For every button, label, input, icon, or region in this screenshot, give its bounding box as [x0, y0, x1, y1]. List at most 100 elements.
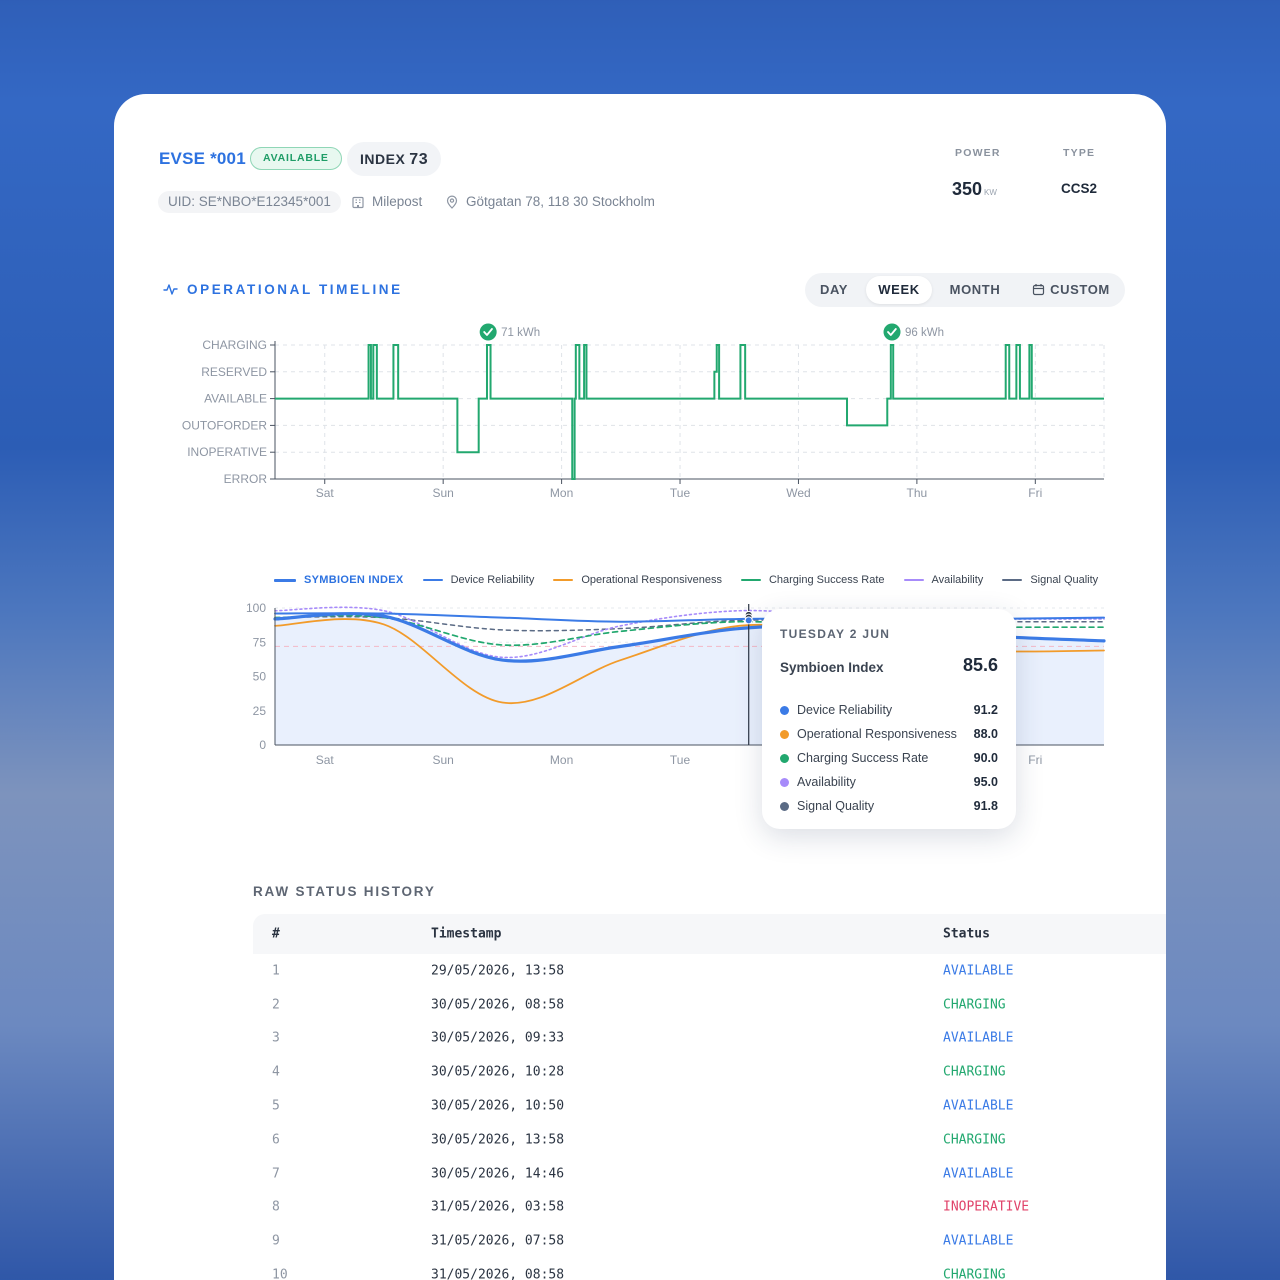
legend-item[interactable]: Device Reliability — [422, 574, 535, 586]
station-detail-card: EVSE *001 AVAILABLE INDEX 73 UID: SE*NBO*… — [114, 94, 1166, 1280]
row-index: 4 — [272, 1064, 280, 1080]
range-month-button[interactable]: MONTH — [949, 282, 1001, 297]
timeline-section-title: OPERATIONAL TIMELINE — [163, 282, 403, 297]
tooltip-row: Operational Responsiveness 88.0 — [780, 724, 998, 744]
tooltip-dot — [780, 801, 789, 811]
legend-swatch — [274, 578, 296, 582]
table-row[interactable]: 7 30/05/2026, 14:46 AVAILABLE — [253, 1157, 1166, 1191]
tooltip-row-label: Device Reliability — [797, 703, 893, 717]
session-energy-label: 96 kWh — [905, 327, 944, 339]
operator-name: Milepost — [372, 194, 423, 209]
range-custom-label: CUSTOM — [1050, 282, 1110, 297]
table-body: 1 29/05/2026, 13:58 AVAILABLE 2 30/05/2026, … — [253, 954, 1166, 1280]
legend-label: Device Reliability — [450, 574, 535, 586]
tooltip-row-value: 90.0 — [973, 751, 998, 765]
x-tick-label: Thu — [907, 486, 928, 500]
row-status: CHARGING — [943, 997, 1006, 1013]
x-tick-label: Sun — [432, 486, 453, 500]
chart-legend: SYMBIOEN INDEX Device Reliability Operatio… — [274, 574, 1117, 586]
row-index: 6 — [272, 1132, 280, 1148]
col-timestamp-header[interactable]: Timestamp — [431, 926, 502, 942]
table-row[interactable]: 5 30/05/2026, 10:50 AVAILABLE — [253, 1089, 1166, 1123]
row-status: AVAILABLE — [943, 963, 1014, 979]
y-tick-label: 25 — [253, 704, 267, 718]
row-timestamp: 30/05/2026, 10:28 — [431, 1064, 565, 1080]
y-tick-label: RESERVED — [201, 365, 267, 379]
x-tick-label: Mon — [550, 753, 573, 767]
x-tick-label: Tue — [670, 486, 691, 500]
table-row[interactable]: 8 31/05/2026, 03:58 INOPERATIVE — [253, 1191, 1166, 1225]
index-pill: INDEX 73 — [347, 142, 442, 176]
row-timestamp: 30/05/2026, 13:58 — [431, 1132, 565, 1148]
y-tick-label: 50 — [253, 670, 267, 684]
range-custom-button[interactable]: CUSTOM — [1027, 276, 1115, 304]
row-status: CHARGING — [943, 1132, 1006, 1148]
range-day-button[interactable]: DAY — [819, 282, 849, 297]
col-status-header[interactable]: Status — [943, 926, 990, 942]
row-timestamp: 31/05/2026, 08:58 — [431, 1267, 565, 1280]
row-index: 5 — [272, 1098, 280, 1114]
power-label: POWER — [955, 147, 1001, 159]
address-meta: Götgatan 78, 118 30 Stockholm — [445, 194, 655, 209]
y-tick-label: OUTOFORDER — [182, 418, 267, 432]
x-tick-label: Fri — [1028, 486, 1042, 500]
power-value: 350 KW — [952, 179, 997, 200]
table-row[interactable]: 4 30/05/2026, 10:28 CHARGING — [253, 1055, 1166, 1089]
legend-item[interactable]: Availability — [903, 574, 984, 586]
tooltip-row-label: Charging Success Rate — [797, 751, 929, 765]
legend-label: SYMBIOEN INDEX — [304, 574, 404, 586]
row-timestamp: 31/05/2026, 03:58 — [431, 1199, 565, 1215]
row-timestamp: 30/05/2026, 10:50 — [431, 1098, 565, 1114]
legend-label: Operational Responsiveness — [581, 574, 722, 586]
y-tick-label: CHARGING — [202, 338, 267, 352]
legend-label: Charging Success Rate — [768, 574, 885, 586]
tooltip-dot — [780, 729, 789, 739]
legend-swatch — [903, 579, 924, 581]
row-index: 3 — [272, 1030, 280, 1046]
tooltip-row: Availability 95.0 — [780, 772, 998, 792]
building-icon — [352, 196, 364, 208]
row-index: 2 — [272, 997, 280, 1013]
row-index: 7 — [272, 1166, 280, 1182]
table-row[interactable]: 3 30/05/2026, 09:33 AVAILABLE — [253, 1022, 1166, 1056]
x-tick-label: Sun — [432, 753, 453, 767]
legend-item[interactable]: Operational Responsiveness — [553, 574, 722, 586]
range-week-button[interactable]: WEEK — [866, 276, 932, 304]
power-unit: KW — [984, 188, 997, 197]
location-pin-icon — [446, 195, 458, 209]
index-value: 73 — [409, 151, 429, 168]
timeline-title: OPERATIONAL TIMELINE — [187, 282, 403, 297]
row-status: CHARGING — [943, 1064, 1006, 1080]
status-step-line — [275, 344, 1104, 480]
legend-item[interactable]: Signal Quality — [1002, 574, 1098, 586]
table-row[interactable]: 1 29/05/2026, 13:58 AVAILABLE — [253, 954, 1166, 988]
raw-history-table: # Timestamp Status 1 29/05/2026, 13:58 AVA… — [253, 914, 1166, 1280]
legend-item[interactable]: Charging Success Rate — [740, 574, 885, 586]
y-tick-label: AVAILABLE — [204, 392, 267, 406]
tooltip-row-label: Availability — [797, 775, 856, 789]
table-row[interactable]: 9 31/05/2026, 07:58 AVAILABLE — [253, 1224, 1166, 1258]
tooltip-dot — [780, 705, 789, 715]
legend-label: Availability — [931, 574, 984, 586]
raw-history-title: RAW STATUS HISTORY — [253, 884, 436, 899]
chart-tooltip: TUESDAY 2 JUN Symbioen Index 85.6 Device… — [762, 609, 1016, 829]
table-row[interactable]: 6 30/05/2026, 13:58 CHARGING — [253, 1123, 1166, 1157]
x-tick-label: Mon — [550, 486, 573, 500]
row-index: 8 — [272, 1199, 280, 1215]
y-tick-label: ERROR — [224, 472, 268, 486]
x-tick-label: Sat — [316, 486, 335, 500]
row-timestamp: 29/05/2026, 13:58 — [431, 963, 565, 979]
y-tick-label: 0 — [259, 738, 266, 752]
index-label: INDEX — [360, 151, 406, 167]
row-index: 1 — [272, 963, 280, 979]
table-row[interactable]: 10 31/05/2026, 08:58 CHARGING — [253, 1258, 1166, 1280]
type-label: TYPE — [1063, 147, 1096, 159]
legend-label: Signal Quality — [1030, 574, 1099, 586]
tooltip-date: TUESDAY 2 JUN — [780, 627, 891, 641]
tooltip-dot — [780, 777, 789, 787]
tooltip-dot — [780, 753, 789, 763]
legend-item[interactable]: SYMBIOEN INDEX — [274, 574, 404, 586]
power-number: 350 — [952, 179, 983, 199]
evse-title: EVSE *001 — [159, 149, 246, 168]
table-row[interactable]: 2 30/05/2026, 08:58 CHARGING — [253, 988, 1166, 1022]
